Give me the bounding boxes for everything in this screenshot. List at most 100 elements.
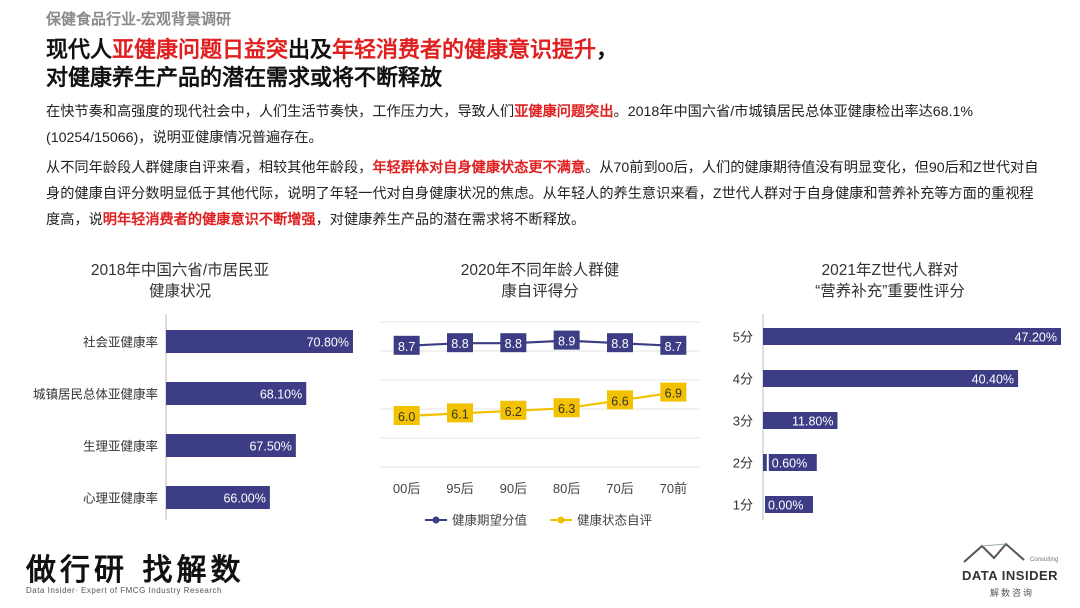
chart1-category-label: 城镇居民总体亚健康率 (33, 387, 158, 402)
headline-line-1: 现代人亚健康问题日益突出及年轻消费者的健康意识提升， (46, 32, 618, 64)
paragraph1-run-0: 在快节奏和高强度的现代社会中，人们生活节奏快，工作压力大，导致人们 (46, 104, 515, 120)
chart3-bar (763, 412, 838, 429)
headline-run-0: 现代人 (46, 37, 113, 62)
chart2-point-marker (553, 330, 580, 350)
chart2-title-line2: 康自评得分 (501, 283, 579, 300)
headline-run-4: ， (596, 37, 619, 62)
chart1-bar (166, 434, 296, 457)
chart2-x-tick-label: 90后 (500, 481, 527, 496)
chart3-bar (763, 328, 1061, 345)
chart2-series-line (406, 339, 674, 347)
paragraph1-run-2: 。2018年中国六省/市城镇居民总体亚健康检出率达68.1%(10254/150… (46, 104, 974, 146)
chart2-point-marker (393, 335, 420, 355)
headline-line-2: 对健康养生产品的潜在需求或将不断释放 (46, 65, 443, 90)
chart2-x-tick-label: 70后 (606, 481, 633, 496)
paragraph1-run-1: 亚健康问题突出 (514, 104, 614, 120)
chart2-line-chart: 00后 95后 90后 80后 70后 70前 8.7 8.8 8.8 8.9 8.8 8.7 6.0 6… (380, 321, 700, 528)
chart2-data-label: 6.6 (611, 394, 628, 408)
chart1-bar (166, 330, 353, 353)
chart2-x-tick-label: 80后 (553, 481, 580, 496)
chart3-value-label: 11.80% (792, 415, 833, 429)
chart1-title-line2: 健康状况 (148, 283, 211, 300)
chart3-title-line2: “营养补充”重要性评分 (815, 283, 965, 300)
chart2-x-tick-label: 00后 (393, 481, 420, 496)
chart3-bar (763, 454, 767, 471)
chart2-data-label: 6.2 (505, 405, 522, 419)
footer-slogan-sub: Data Insider· Expert of FMCG Industry Re… (26, 586, 222, 595)
chart3-category-label: 1分 (733, 498, 753, 513)
chart3-value-label-bg (768, 454, 817, 471)
chart2-point-marker (393, 406, 420, 425)
chart2-point-marker (500, 400, 527, 420)
chart2-point-marker (553, 398, 580, 418)
headline-run-1: 亚健康问题日益突 (112, 37, 289, 62)
chart2-data-label: 8.8 (451, 337, 468, 351)
paragraph2-run-1: 年轻群体对自身健康状态更不满意 (372, 160, 586, 176)
chart2-legend-marker (557, 516, 565, 524)
chart3-value-label: 0.00% (768, 499, 803, 513)
chart3-value-label: 47.20% (1015, 331, 1057, 345)
chart1-value-label: 67.50% (249, 440, 291, 454)
chart3-value-label: 0.60% (772, 457, 807, 471)
chart2-point-marker (447, 403, 473, 423)
chart1-value-label: 66.00% (223, 492, 265, 506)
chart2-point-marker (500, 333, 527, 353)
paragraph2-run-2: 。从70前到00后，人们的健康期待值没有明显变化，但90后和Z世代对自身的健康自… (46, 160, 1039, 228)
chart2-point-marker (447, 333, 473, 353)
chart2-legend-label: 健康期望分值 (452, 513, 527, 528)
chart2-title-line1: 2020年不同年龄人群健 (460, 262, 620, 279)
chart2-data-label: 6.9 (665, 387, 682, 401)
chart2-data-label: 8.8 (505, 337, 522, 351)
chart1-title-line1: 2018年中国六省/市居民亚 (90, 262, 270, 279)
chart3-value-label: 40.40% (972, 373, 1014, 387)
paragraph2-run-4: ，对健康养生产品的潜在需求将不断释放。 (315, 212, 586, 228)
chart3-category-label: 4分 (733, 372, 753, 387)
chart3-title: 2021年Z世代人群对 “营养补充”重要性评分 (740, 260, 1040, 302)
chart2-legend-marker (432, 516, 440, 524)
headline-run-3: 年轻消费者的健康意识提升 (332, 37, 597, 62)
chart2-data-label: 6.3 (558, 402, 575, 416)
chart2-data-label: 6.0 (398, 410, 415, 424)
chart2-point-marker (660, 335, 687, 355)
chart1-bar (166, 486, 270, 509)
chart2-series-line (406, 391, 674, 418)
chart3-category-label: 2分 (733, 456, 753, 471)
headline-run-2: 出及 (288, 37, 333, 62)
chart3-bar-chart: 5分 47.20% 4分 40.40% 3分 11.80% 2分 0.60% 1分 0.00% (733, 314, 1061, 520)
chart2-data-label: 8.8 (611, 337, 628, 351)
chart3-category-label: 5分 (733, 330, 753, 345)
paragraph2-run-0: 从不同年龄段人群健康自评来看，相较其他年龄段， (46, 160, 373, 176)
chart2-point-marker (607, 390, 633, 410)
chart1-bar (166, 382, 307, 405)
chart1-value-label: 68.10% (260, 388, 302, 402)
chart3-bar (763, 370, 1019, 387)
chart3-category-label: 3分 (733, 414, 753, 429)
paragraph-2: 从不同年龄段人群健康自评来看，相较其他年龄段，年轻群体对自身健康状态更不满意。从… (46, 155, 1046, 233)
chart2-data-label: 8.9 (558, 335, 575, 349)
chart1-title: 2018年中国六省/市居民亚 健康状况 (60, 260, 300, 302)
chart2-data-label: 8.7 (398, 340, 415, 354)
brand-consulting-label: Consulting (1030, 557, 1059, 563)
chart2-point-marker (607, 333, 633, 353)
chart1-category-label: 社会亚健康率 (83, 335, 158, 350)
chart3-title-line1: 2021年Z世代人群对 (821, 262, 959, 279)
chart2-data-label: 6.1 (451, 407, 468, 421)
footer-slogan: 做行研 找解数 (26, 553, 245, 588)
brand-cn-name: 解数咨询 (990, 588, 1035, 598)
chart3-value-label-bg (765, 496, 813, 513)
chart2-point-marker (660, 382, 687, 402)
chart2-x-tick-label: 95后 (446, 481, 473, 496)
chart2-legend-label: 健康状态自评 (577, 513, 652, 528)
chart1-value-label: 70.80% (307, 336, 349, 350)
paragraph-1: 在快节奏和高强度的现代社会中，人们生活节奏快，工作压力大，导致人们亚健康问题突出… (46, 99, 1046, 151)
chart2-data-label: 8.7 (665, 340, 682, 354)
chart2-title: 2020年不同年龄人群健 康自评得分 (400, 260, 680, 302)
chart2-x-tick-label: 70前 (660, 481, 687, 496)
brand-logo-icon (963, 542, 1025, 563)
paragraph2-run-3: 明年轻消费者的健康意识不断增强 (102, 212, 316, 228)
brand-name: DATA INSIDER (962, 568, 1059, 583)
chart1-category-label: 心理亚健康率 (83, 491, 158, 506)
chart1-bar-chart: 社会亚健康率 70.80% 城镇居民总体亚健康率 68.10% 生理亚健康率 67.50%… (33, 314, 353, 520)
page-subtitle: 保健食品行业-宏观背景调研 (46, 11, 231, 28)
chart1-category-label: 生理亚健康率 (83, 439, 158, 454)
